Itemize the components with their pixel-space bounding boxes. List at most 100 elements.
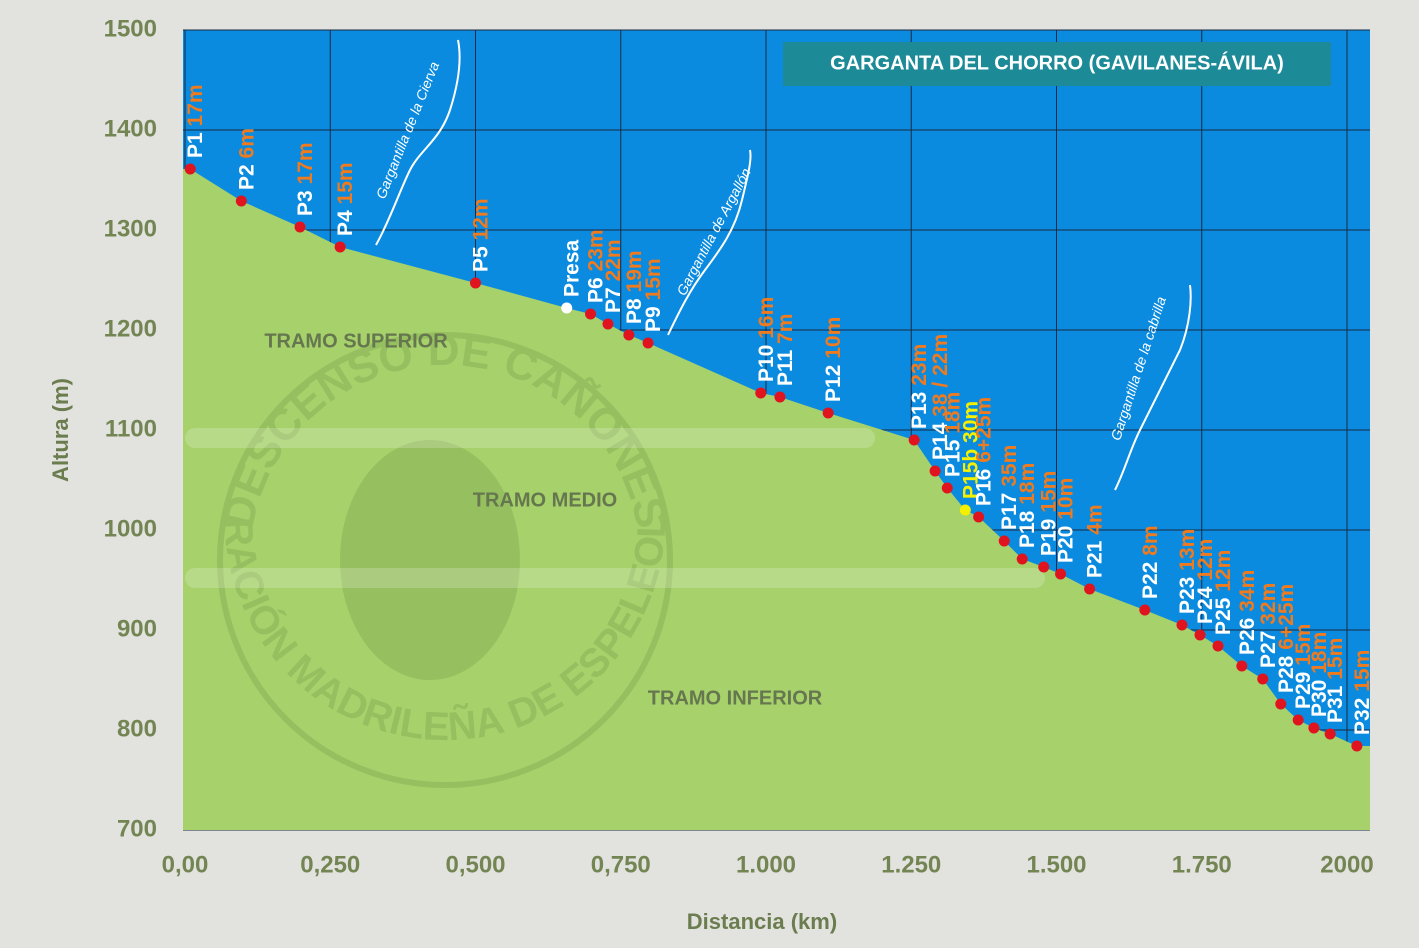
point — [774, 392, 785, 403]
section-label: TRAMO INFERIOR — [648, 687, 823, 709]
band — [185, 428, 875, 448]
point-drop: 15m — [1350, 650, 1373, 692]
point-name: P25 — [1212, 597, 1235, 635]
point — [1084, 584, 1095, 595]
band — [185, 568, 1045, 588]
point-drop: 10m — [822, 317, 845, 359]
x-tick-label: 1.750 — [1172, 851, 1232, 878]
section-label: TRAMO SUPERIOR — [264, 330, 448, 352]
point — [1038, 562, 1049, 573]
point — [1139, 605, 1150, 616]
point-name: P21 — [1083, 540, 1106, 578]
point-name: P26 — [1235, 618, 1258, 655]
point — [1055, 569, 1066, 580]
point — [1308, 723, 1319, 734]
point-name: P7 — [602, 287, 625, 313]
point-label: P21 4m — [1083, 504, 1106, 578]
section-label: TRAMO MEDIO — [473, 489, 617, 511]
point-label: P12 10m — [822, 317, 845, 402]
point-label: P7 22m — [602, 239, 625, 313]
point-drop: 22m — [602, 239, 625, 281]
point — [960, 505, 971, 516]
point — [643, 338, 654, 349]
y-tick-label: 700 — [117, 815, 157, 842]
point — [561, 303, 572, 314]
point-name: P31 — [1324, 685, 1347, 723]
point — [973, 512, 984, 523]
x-tick-label: 1.500 — [1026, 851, 1086, 878]
point — [930, 466, 941, 477]
watermark-figure — [340, 440, 520, 680]
point-label: P4 15m — [334, 162, 357, 236]
point-label: P26 34m — [1235, 570, 1258, 655]
point-name: P20 — [1054, 526, 1077, 563]
point — [623, 330, 634, 341]
x-tick-label: 0,750 — [591, 851, 651, 878]
point-name: P13 — [908, 392, 931, 429]
y-tick-label: 800 — [117, 715, 157, 742]
point-name: P16 — [972, 469, 995, 506]
point-label: P2 6m — [235, 128, 258, 190]
point-label: P25 12m — [1212, 550, 1235, 635]
point — [585, 309, 596, 320]
chart: DESCENSO DE CAÑONES FEDERACIÓN MADRILEÑA… — [0, 0, 1419, 948]
point-drop: 4m — [1083, 504, 1106, 534]
point-drop: 15m — [642, 258, 665, 300]
point-label: P31 15m — [1324, 638, 1347, 723]
y-tick-label: 1400 — [104, 115, 157, 142]
point-drop: 15m — [334, 162, 357, 204]
point-name: P32 — [1350, 698, 1373, 735]
point-drop: 7m — [773, 314, 796, 344]
y-axis-label: Altura (m) — [48, 378, 73, 482]
point — [1213, 641, 1224, 652]
point-drop: 17m — [184, 84, 207, 126]
point-name: P18 — [1016, 510, 1039, 548]
point-label: P13 23m — [908, 344, 931, 429]
point-label: P18 18m — [1016, 463, 1039, 548]
point — [823, 408, 834, 419]
point-label: P16 6+25m — [972, 397, 995, 506]
chart-title: GARGANTA DEL CHORRO (GAVILANES-ÁVILA) — [830, 51, 1284, 74]
point-label: P22 8m — [1138, 525, 1161, 599]
point-name: P12 — [822, 365, 845, 402]
x-tick-label: 0,00 — [162, 851, 209, 878]
point-name: P1 — [184, 132, 207, 158]
point — [1293, 715, 1304, 726]
point-name: P2 — [235, 164, 258, 190]
point — [1017, 554, 1028, 565]
point-drop: 6m — [235, 128, 258, 158]
point — [1195, 630, 1206, 641]
point — [1325, 729, 1336, 740]
point-label: P5 12m — [469, 198, 492, 272]
point-drop: 8m — [1138, 525, 1161, 555]
point — [999, 536, 1010, 547]
x-tick-label: 1.250 — [881, 851, 941, 878]
point — [236, 196, 247, 207]
point — [1275, 699, 1286, 710]
point — [335, 242, 346, 253]
point-drop: 34m — [1235, 570, 1258, 612]
point-name: P9 — [642, 306, 665, 332]
point-name: P22 — [1138, 562, 1161, 599]
point — [1176, 620, 1187, 631]
y-tick-label: 1300 — [104, 215, 157, 242]
point — [602, 319, 613, 330]
point-drop: 23m — [908, 344, 931, 386]
point-name: P4 — [334, 210, 357, 236]
y-tick-label: 1200 — [104, 315, 157, 342]
point — [942, 483, 953, 494]
point-label: P1 17m — [184, 84, 207, 158]
y-tick-label: 900 — [117, 615, 157, 642]
point-drop: 12m — [469, 198, 492, 240]
point-label: P20 10m — [1054, 478, 1077, 563]
point-label: P11 7m — [773, 314, 796, 386]
point-drop: 6+25m — [972, 397, 995, 463]
point — [1257, 674, 1268, 685]
point-drop: 15m — [1324, 638, 1347, 680]
y-tick-label: 1000 — [104, 515, 157, 542]
point — [755, 388, 766, 399]
point-label: P3 17m — [294, 142, 317, 216]
point-label: P9 15m — [642, 258, 665, 332]
point-label: Presa — [560, 239, 583, 297]
point — [185, 164, 196, 175]
